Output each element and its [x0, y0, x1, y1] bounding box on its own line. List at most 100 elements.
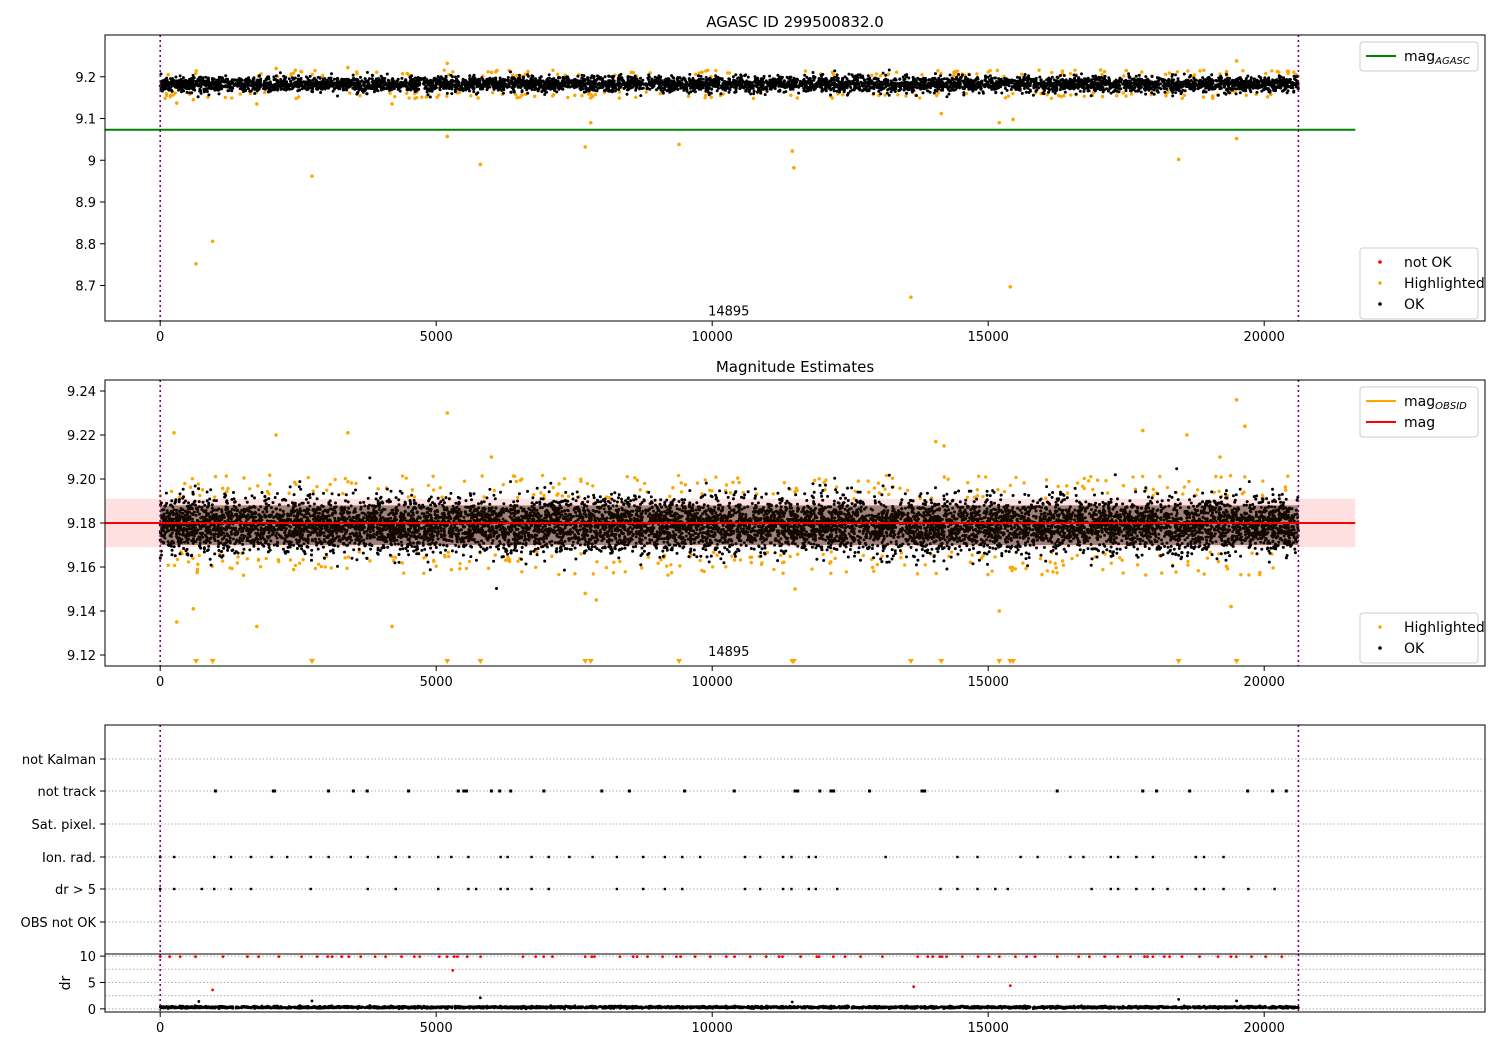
ok-point [1296, 87, 1300, 91]
ok-point [893, 77, 897, 81]
ok-point [884, 73, 888, 77]
highlighted-point [166, 73, 170, 77]
ok-point [251, 81, 255, 85]
ok-point [1249, 85, 1253, 89]
ok-point [1230, 88, 1234, 92]
ok-point [416, 76, 420, 79]
highlighted-point [920, 72, 924, 77]
ok-point [753, 79, 757, 83]
ok-point [526, 73, 530, 77]
ok-point [802, 77, 806, 81]
ok-point [1246, 85, 1250, 89]
ok-point [451, 79, 455, 83]
highlighted-point [1011, 91, 1015, 96]
highlighted-point [1124, 94, 1128, 98]
ok-point [981, 90, 985, 94]
ok-point [1208, 87, 1212, 91]
highlighted-point [1140, 70, 1144, 74]
ok-point [445, 91, 449, 95]
ok-point [843, 82, 847, 86]
ok-point [1217, 79, 1221, 83]
ok-point [550, 81, 554, 85]
ok-point [1152, 92, 1156, 96]
ok-point [1171, 88, 1175, 92]
ok-point [745, 83, 749, 87]
ok-point [196, 95, 200, 99]
ok-point [1117, 86, 1121, 90]
ok-point [596, 83, 600, 87]
ok-point [485, 88, 489, 92]
ok-point [1107, 76, 1111, 80]
highlighted-point [727, 71, 732, 75]
highlighted-point [1073, 68, 1077, 72]
highlighted-point [171, 93, 175, 97]
highlighted-point [988, 69, 992, 73]
highlighted-point [593, 92, 598, 97]
ok-point [1105, 87, 1109, 91]
ok-point [530, 74, 534, 78]
highlighted-point [1234, 136, 1239, 141]
ok-point [919, 87, 923, 91]
ok-point [1157, 83, 1161, 87]
highlighted-point [320, 73, 325, 78]
highlighted-point [883, 93, 887, 97]
ok-point [881, 71, 885, 75]
ok-point [962, 91, 966, 95]
highlighted-point [310, 174, 314, 178]
ok-point [762, 74, 766, 78]
ok-point [174, 75, 178, 79]
highlighted-point [476, 96, 480, 100]
ok-point [199, 91, 203, 95]
ok-point [1290, 86, 1294, 90]
ok-point [1204, 90, 1208, 94]
ok-point [522, 75, 525, 79]
ok-point [798, 79, 802, 83]
ok-point [1267, 76, 1271, 80]
highlighted-point [1167, 71, 1172, 75]
ok-point [665, 89, 669, 93]
ok-point [305, 87, 309, 91]
ok-point [626, 88, 630, 92]
ok-point [1293, 77, 1297, 81]
ok-point [928, 90, 932, 94]
ok-point [579, 88, 583, 92]
ok-point [597, 76, 600, 80]
ok-point [410, 81, 414, 85]
ok-point [1019, 83, 1023, 87]
highlighted-point [457, 90, 462, 95]
highlighted-point [1121, 91, 1125, 95]
ok-point [224, 74, 228, 78]
ok-point [746, 80, 750, 84]
ok-point [1090, 78, 1093, 82]
ok-point [1110, 82, 1114, 86]
ok-point [1189, 79, 1193, 82]
highlighted-point [1175, 70, 1180, 74]
highlighted-point [589, 92, 593, 97]
ok-point [879, 92, 883, 96]
ok-point [509, 70, 512, 74]
ok-point [370, 73, 374, 77]
panel-agasc: AGASC ID 299500832.0 0 5000 10000 15000 2000… [75, 13, 1486, 345]
ok-point [835, 73, 839, 77]
ok-point [1119, 80, 1123, 84]
ok-point [699, 74, 703, 78]
ok-point [380, 81, 384, 85]
ok-point [1046, 87, 1050, 91]
ok-point [659, 79, 663, 83]
ok-point [1136, 89, 1140, 93]
ok-point [1078, 84, 1082, 88]
highlighted-point [1102, 69, 1107, 74]
ok-point [998, 82, 1002, 86]
ok-point [478, 87, 482, 91]
ok-point [244, 88, 248, 92]
ok-point [318, 76, 322, 80]
ok-point [619, 72, 623, 76]
ok-point [1025, 81, 1029, 85]
ok-point [611, 89, 615, 93]
ok-point [1076, 77, 1080, 81]
ok-point [509, 90, 513, 94]
highlighted-point [445, 134, 450, 139]
ok-point [745, 87, 749, 90]
ok-point [613, 83, 617, 87]
